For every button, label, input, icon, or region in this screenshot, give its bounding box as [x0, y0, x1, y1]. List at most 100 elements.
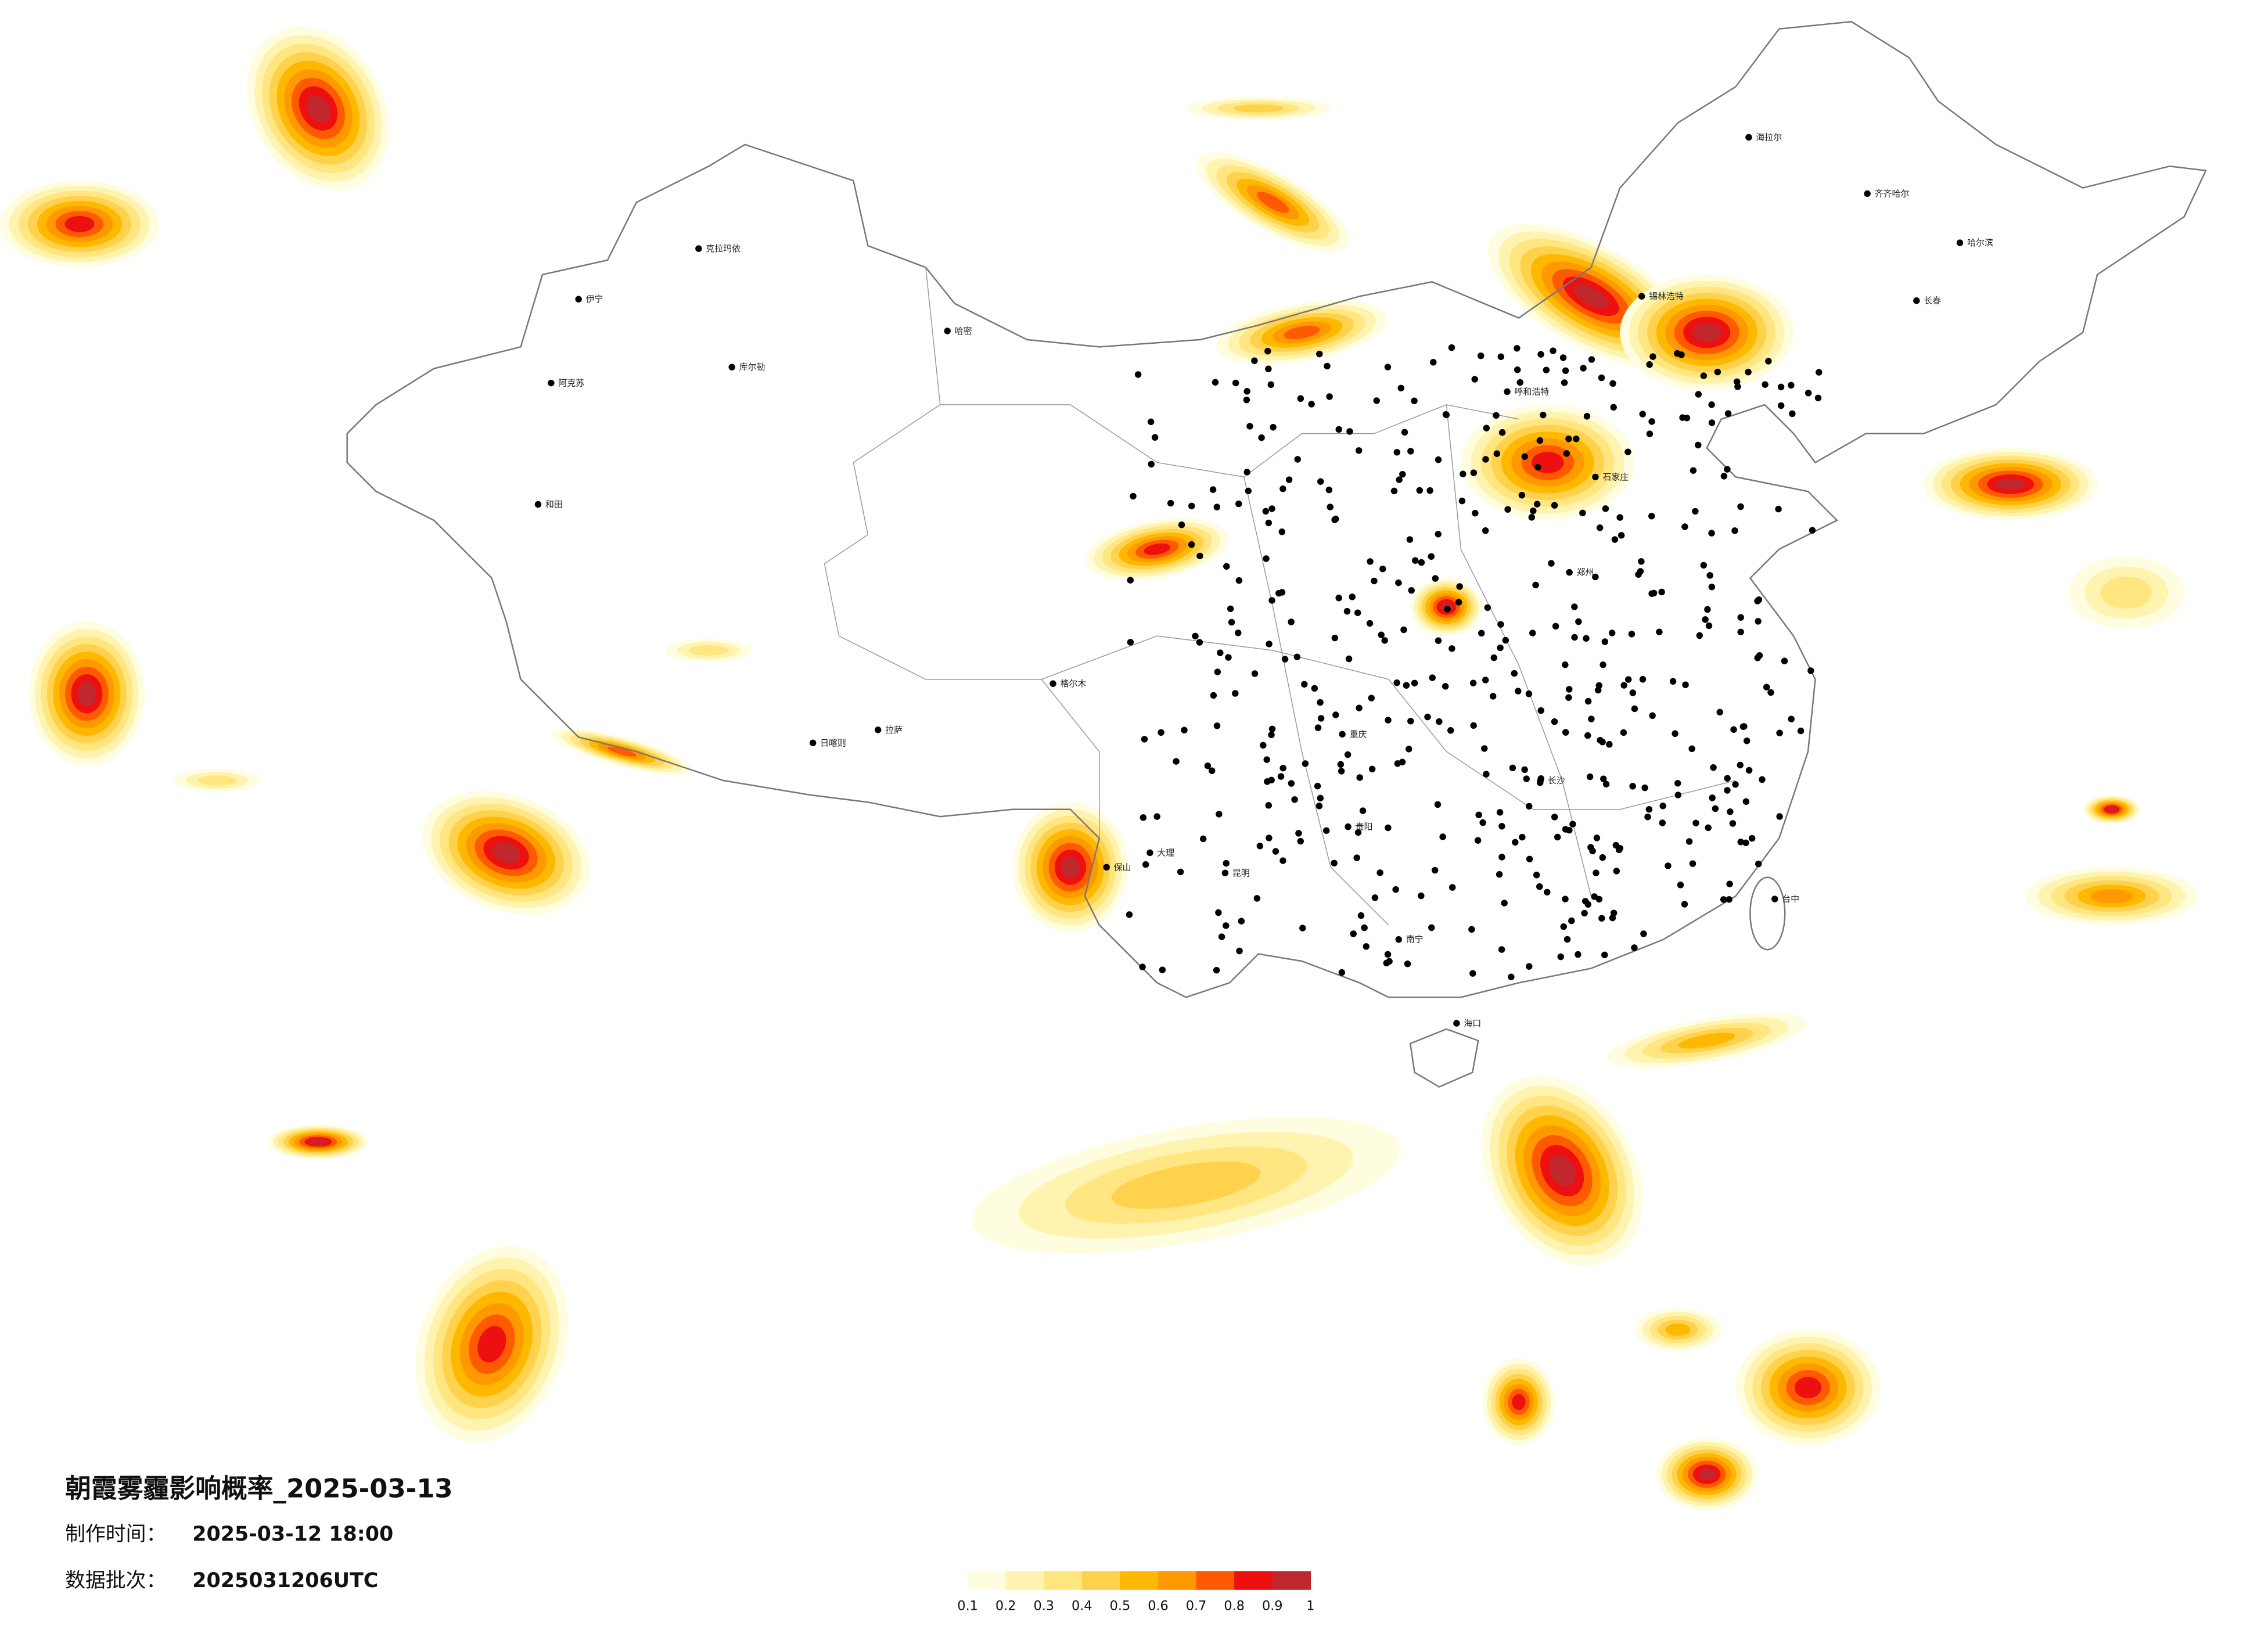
city-dot	[1551, 814, 1558, 821]
city-dot	[1537, 351, 1544, 358]
city-label: 南宁	[1406, 934, 1424, 945]
city-dot	[1140, 814, 1147, 821]
city-dot	[1592, 573, 1599, 581]
city-dot	[1268, 776, 1275, 784]
legend-tick-label: 0.6	[1148, 1599, 1169, 1614]
city-dot	[1550, 347, 1557, 354]
city-dot	[1690, 467, 1697, 474]
city-dot	[1599, 854, 1606, 861]
city-dot	[1498, 946, 1505, 953]
city-dot	[1646, 361, 1653, 368]
city-dot	[1602, 780, 1610, 788]
city-dot	[1571, 634, 1578, 641]
city-dot	[1763, 684, 1770, 690]
city-label: 昆明	[1232, 868, 1250, 878]
taiwan-outline	[1749, 876, 1786, 951]
city-dot	[1565, 436, 1572, 443]
city-dot	[1418, 559, 1425, 566]
city-dot	[944, 328, 951, 334]
city-dot	[1737, 839, 1744, 846]
city-label: 哈密	[955, 326, 972, 336]
city-dot	[1127, 577, 1134, 584]
blob-layer	[492, 842, 520, 864]
city-dot	[1496, 870, 1503, 878]
city-dot	[1343, 607, 1351, 615]
city-dot	[1609, 914, 1616, 922]
city-dot	[1349, 593, 1356, 600]
city-dot	[1519, 833, 1526, 841]
city-dot	[1482, 527, 1489, 534]
city-dot	[1384, 951, 1392, 958]
city-dot	[1199, 835, 1207, 843]
city-dot	[809, 739, 817, 747]
city-dot	[1631, 944, 1638, 951]
city-dot	[1245, 487, 1252, 495]
city-dot	[1299, 924, 1306, 931]
city-dot	[1580, 365, 1587, 372]
city-dot	[1552, 623, 1559, 630]
city-dot	[1648, 590, 1655, 597]
border	[1041, 635, 1736, 810]
city-dot	[1737, 614, 1744, 621]
city-dot	[1588, 715, 1595, 722]
city-dot	[1275, 589, 1282, 597]
blob-layer	[1284, 325, 1320, 340]
city-dot	[1681, 901, 1688, 908]
city-dot	[1151, 434, 1159, 441]
blob-layer	[77, 681, 97, 706]
city-dot	[1702, 616, 1709, 623]
city-dot	[1526, 963, 1533, 970]
city-label: 伊宁	[586, 294, 603, 304]
city-dot	[1528, 514, 1535, 521]
city-dot	[1629, 783, 1636, 790]
city-dot	[1393, 679, 1400, 686]
city-dot	[1253, 895, 1261, 902]
blob-layer	[1512, 1394, 1526, 1411]
city-dot	[1540, 411, 1547, 419]
city-dot	[1302, 760, 1309, 767]
city-dot	[1665, 862, 1672, 869]
city-dot	[1682, 681, 1689, 688]
city-label: 日喀则	[820, 738, 846, 748]
city-dot	[1373, 397, 1380, 404]
city-dot	[1490, 654, 1497, 661]
city-dot	[1381, 637, 1388, 644]
city-dot	[1218, 933, 1225, 940]
city-dot	[1268, 731, 1275, 739]
city-dot	[1147, 418, 1155, 426]
city-dot	[1308, 401, 1315, 408]
city-dot	[1504, 388, 1511, 395]
city-label: 阿克苏	[558, 378, 584, 388]
blob-layer	[1061, 856, 1080, 878]
batch-label: 数据批次：	[65, 1569, 166, 1592]
city-dot	[1213, 503, 1220, 510]
city-dot	[1331, 634, 1339, 642]
legend-swatch	[1044, 1571, 1083, 1590]
legend-tick-label: 0.4	[1072, 1599, 1092, 1614]
city-dot	[1568, 917, 1575, 924]
city-dot	[1213, 966, 1220, 974]
city-dot	[1696, 632, 1703, 639]
city-dot	[1610, 404, 1617, 411]
city-dot	[1742, 839, 1749, 847]
city-dot	[1188, 502, 1195, 510]
blob-layer	[689, 645, 728, 656]
city-label: 台中	[1782, 894, 1799, 904]
city-dot	[1251, 357, 1258, 364]
city-dot	[1127, 639, 1134, 646]
city-dot	[1611, 536, 1619, 543]
blob-layer	[1692, 322, 1721, 343]
city-dot	[1395, 579, 1402, 587]
city-dot	[1562, 895, 1569, 902]
city-dot	[1706, 572, 1713, 579]
legend-tick-label: 0.3	[1033, 1599, 1054, 1614]
city-label: 海口	[1464, 1018, 1481, 1028]
city-dot	[1279, 764, 1286, 772]
city-dot	[1765, 358, 1772, 365]
city-dot	[1478, 629, 1485, 637]
city-dot	[1511, 670, 1518, 677]
city-dot	[1279, 857, 1286, 864]
blob-layer	[607, 746, 637, 757]
city-dot	[1620, 682, 1627, 689]
blob-layer	[1233, 104, 1284, 113]
